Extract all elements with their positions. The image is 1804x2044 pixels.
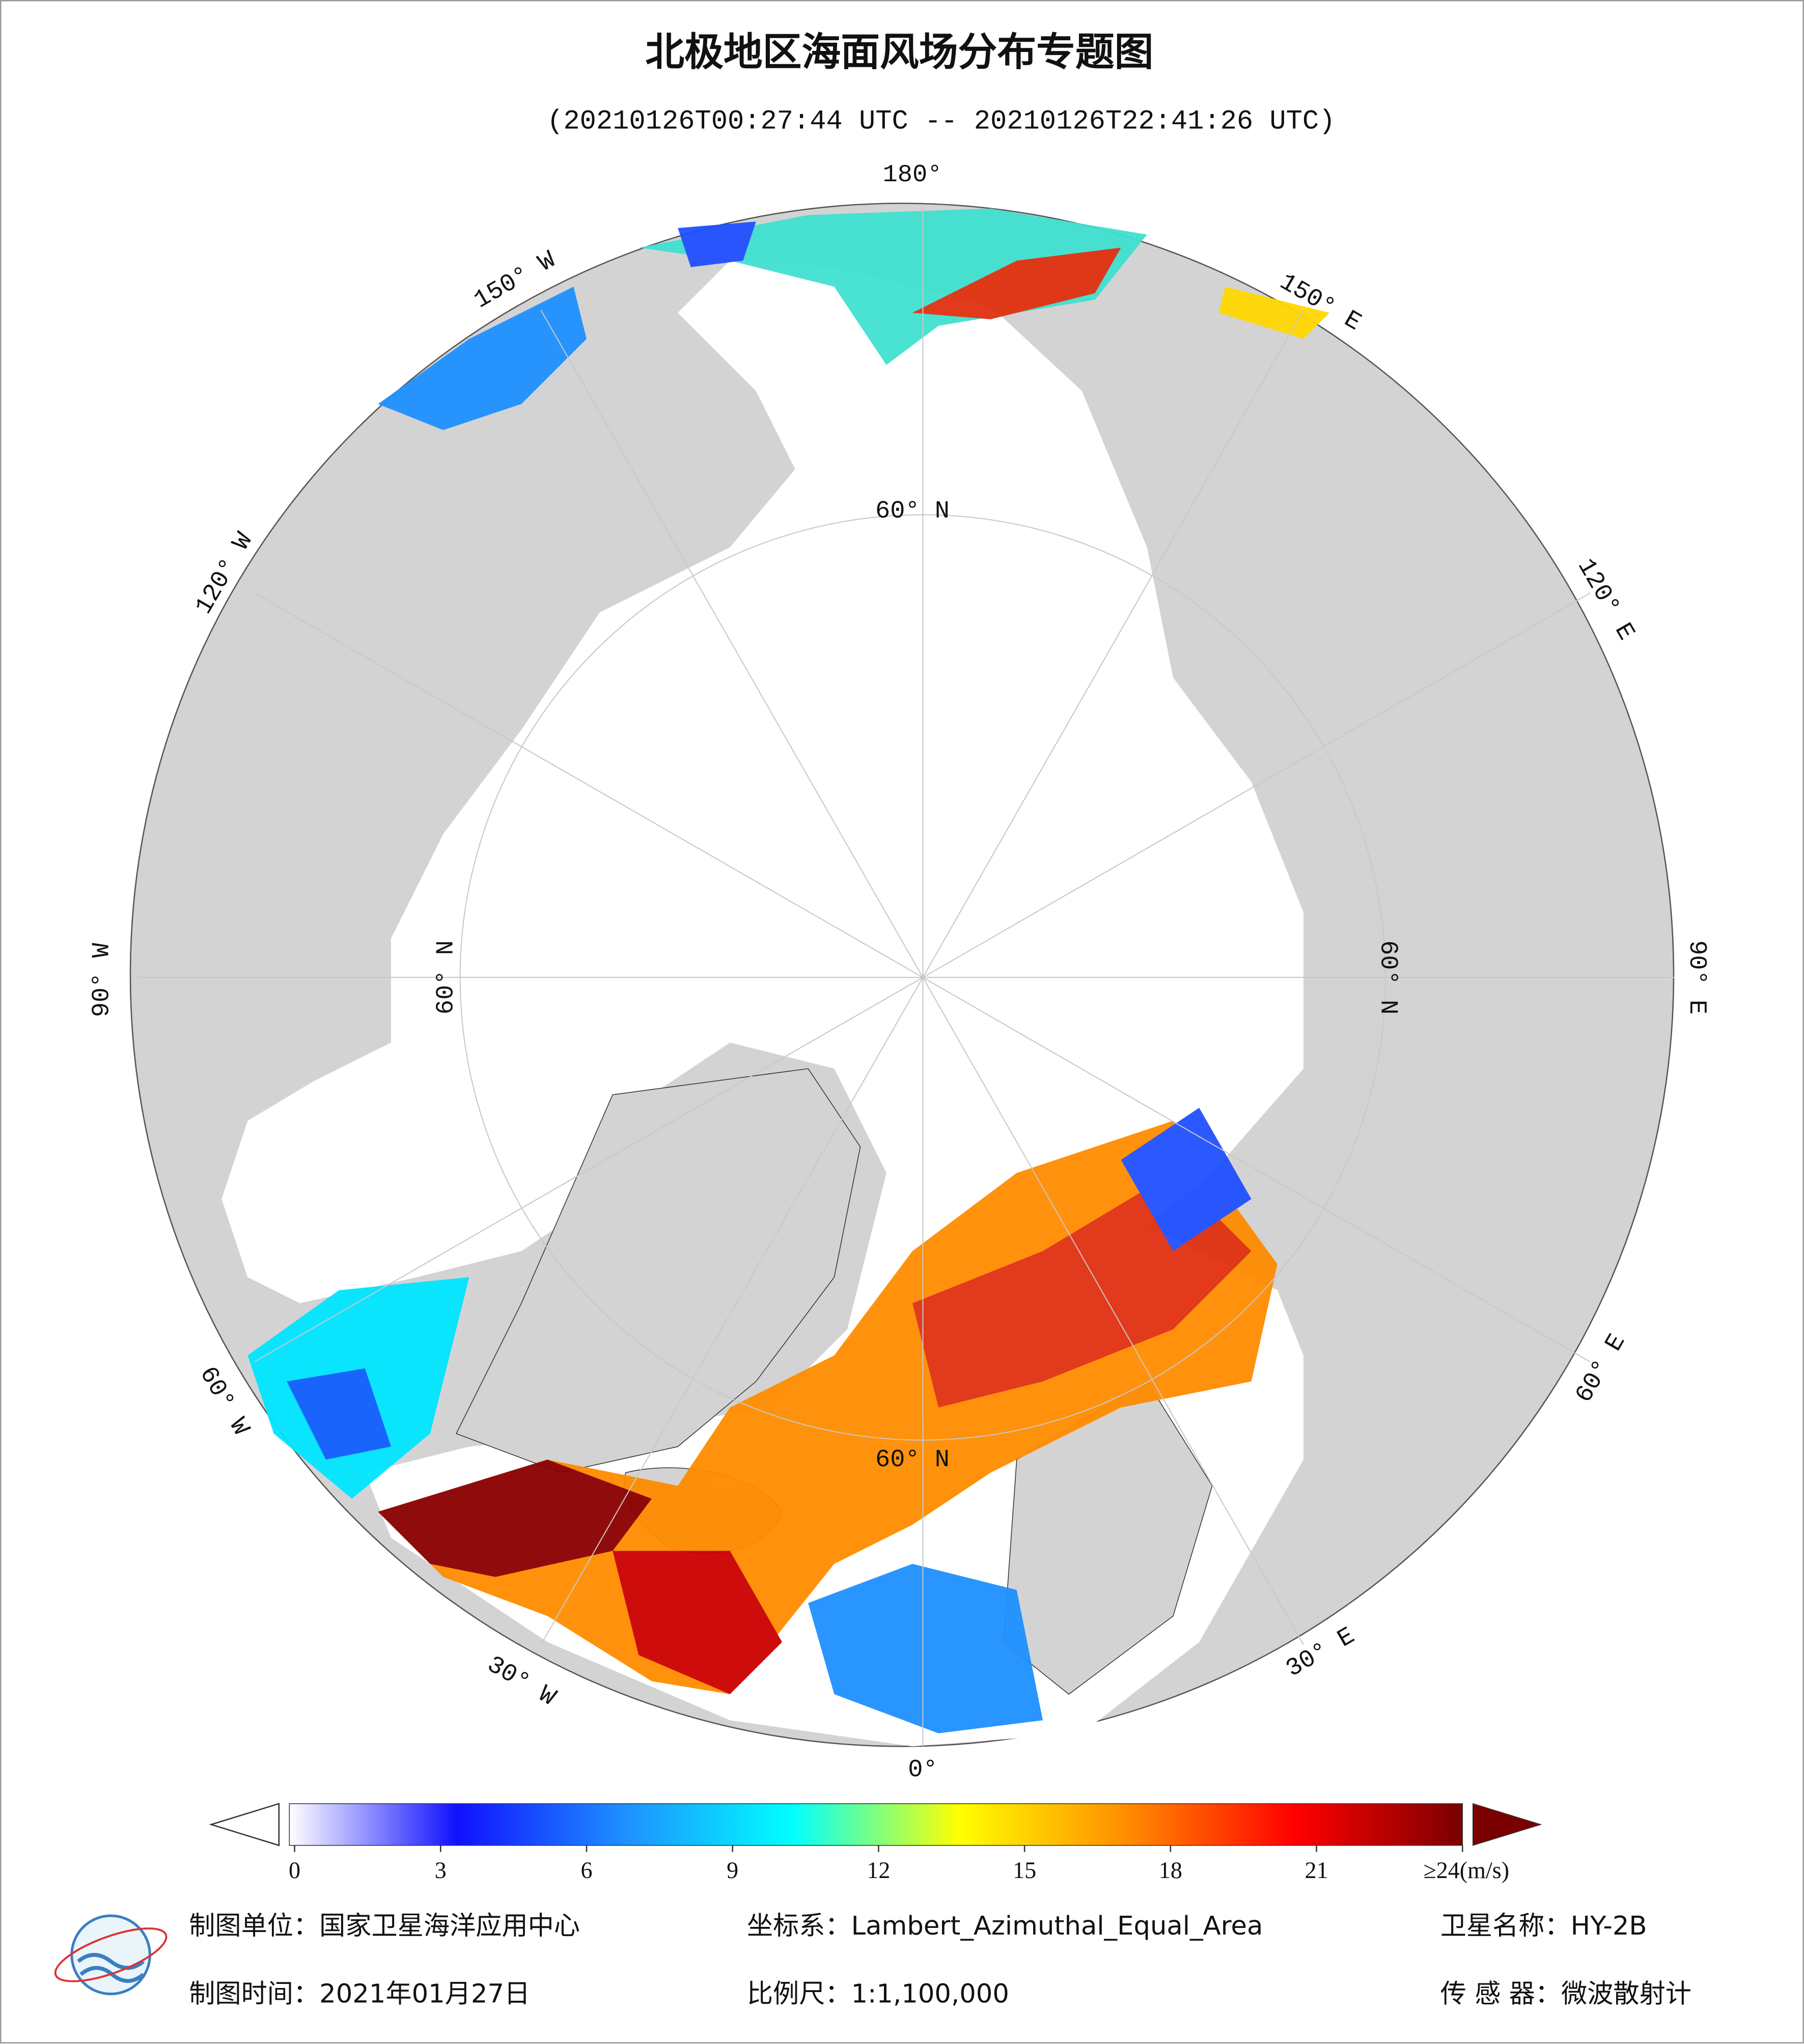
lat-label: 60° N (1374, 940, 1402, 1015)
lon-label: 90° E (1683, 940, 1711, 1015)
logo-disc (70, 1914, 151, 1996)
lon-label: 90° W (88, 942, 116, 1017)
logo-orbit (54, 1927, 168, 1982)
graticule (136, 206, 1675, 1747)
meridian (540, 310, 924, 978)
meridian (922, 310, 1304, 978)
title: 北极地区海面风场分布专题图 (645, 30, 1153, 75)
footer-unit: 制图单位：国家卫星海洋应用中心 (189, 1911, 580, 1941)
wind-patch (678, 221, 756, 267)
lon-label: 0° (908, 1756, 937, 1784)
meridian (922, 977, 1591, 1363)
footer-sensor: 传 感 器：微波散射计 (1440, 1978, 1691, 2009)
colorbar-min-arrow (209, 1803, 280, 1846)
lat-label: 60° N (875, 1446, 950, 1474)
colorbar-max-arrow (1472, 1803, 1542, 1846)
footer-date: 制图时间：2021年01月27日 (189, 1978, 530, 2009)
wind-patch (639, 208, 1147, 365)
footer: 制图单位：国家卫星海洋应用中心 坐标系：Lambert_Azimuthal_Eq… (189, 1911, 1691, 2009)
colorbar-tick-label: 3 (435, 1857, 447, 1883)
meridian (922, 592, 1591, 978)
colorbar-tick-label: 15 (1013, 1857, 1036, 1883)
greenland (455, 1068, 861, 1473)
meridian (922, 977, 1304, 1645)
colorbar-tick-label: 21 (1305, 1857, 1328, 1883)
colorbar: 0 3 6 9 12 15 18 21 ≥24(m/s) (209, 1803, 1542, 1883)
colorbar-tick-label: ≥24(m/s) (1423, 1857, 1509, 1883)
colorbar-tick-label: 6 (580, 1857, 592, 1883)
wind-patch (1218, 287, 1330, 339)
colorbar-tick-label: 12 (867, 1857, 890, 1883)
colorbar-tick-label: 9 (727, 1857, 738, 1883)
wind-patch (808, 1563, 1043, 1733)
wind-field (247, 208, 1330, 1733)
meridian (540, 977, 924, 1645)
lon-label: 180° (883, 161, 942, 189)
meridian (254, 977, 923, 1363)
wind-patch (1121, 1107, 1252, 1251)
wind-patch (287, 1368, 392, 1460)
colorbar-bar (289, 1803, 1463, 1846)
wind-patch (613, 1551, 782, 1694)
colorbar-tick-label: 0 (289, 1857, 300, 1883)
logo-wave (77, 1953, 145, 1970)
map: 180° 150° W 120° W 90° W 60° W 30° W 0° … (88, 161, 1711, 1784)
wind-patch (378, 287, 587, 430)
footer-projection: 坐标系：Lambert_Azimuthal_Equal_Area (747, 1911, 1263, 1941)
colorbar-tick-label: 18 (1159, 1857, 1182, 1883)
footer-satellite: 卫星名称：HY-2B (1440, 1911, 1647, 1941)
footer-scale: 比例尺：1:1,100,000 (747, 1978, 1009, 2009)
wind-patch (912, 247, 1121, 320)
lat-label: 60° N (432, 940, 460, 1015)
lat-label: 60° N (875, 497, 950, 525)
wind-patch (378, 1460, 652, 1577)
logo (54, 1914, 168, 1996)
subtitle: (20210126T00:27:44 UTC -- 20210126T22:41… (547, 106, 1335, 137)
meridian (254, 592, 923, 978)
